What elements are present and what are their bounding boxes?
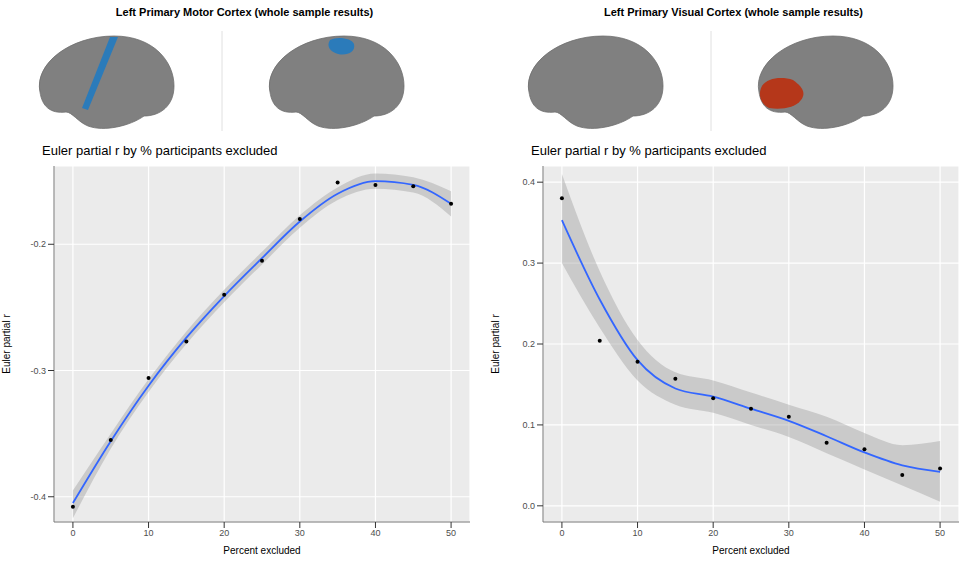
svg-text:0: 0 — [559, 528, 564, 538]
svg-text:50: 50 — [446, 528, 456, 538]
html-text:Euler partial r by % participa: Euler partial r by % participants exclud… — [531, 143, 767, 158]
svg-text:40: 40 — [370, 528, 380, 538]
svg-text:20: 20 — [708, 528, 718, 538]
svg-text:-0.2: -0.2 — [30, 239, 46, 249]
svg-text:10: 10 — [144, 528, 154, 538]
svg-text:0.2: 0.2 — [522, 339, 535, 349]
svg-text:Percent excluded: Percent excluded — [712, 545, 789, 556]
svg-text:30: 30 — [784, 528, 794, 538]
svg-text:Euler partial r: Euler partial r — [490, 314, 501, 374]
svg-text:0.3: 0.3 — [522, 258, 535, 268]
svg-text:30: 30 — [295, 528, 305, 538]
svg-text:-0.3: -0.3 — [30, 366, 46, 376]
svg-text:0: 0 — [70, 528, 75, 538]
svg-text:20: 20 — [219, 528, 229, 538]
svg-text:Percent excluded: Percent excluded — [223, 545, 300, 556]
svg-text:0.1: 0.1 — [522, 420, 535, 430]
svg-text:10: 10 — [633, 528, 643, 538]
html-text:Left Primary Motor Cortex (who: Left Primary Motor Cortex (whole sample … — [115, 6, 374, 18]
svg-text:40: 40 — [859, 528, 869, 538]
svg-text:50: 50 — [935, 528, 945, 538]
html-text:Left Primary Visual Cortex (wh: Left Primary Visual Cortex (whole sample… — [604, 6, 863, 18]
svg-text:0.4: 0.4 — [522, 177, 535, 187]
svg-text:Euler partial r: Euler partial r — [1, 314, 12, 374]
svg-text:0.0: 0.0 — [522, 501, 535, 511]
svg-text:-0.4: -0.4 — [30, 492, 46, 502]
html-text:Euler partial r by % participa: Euler partial r by % participants exclud… — [42, 143, 278, 158]
